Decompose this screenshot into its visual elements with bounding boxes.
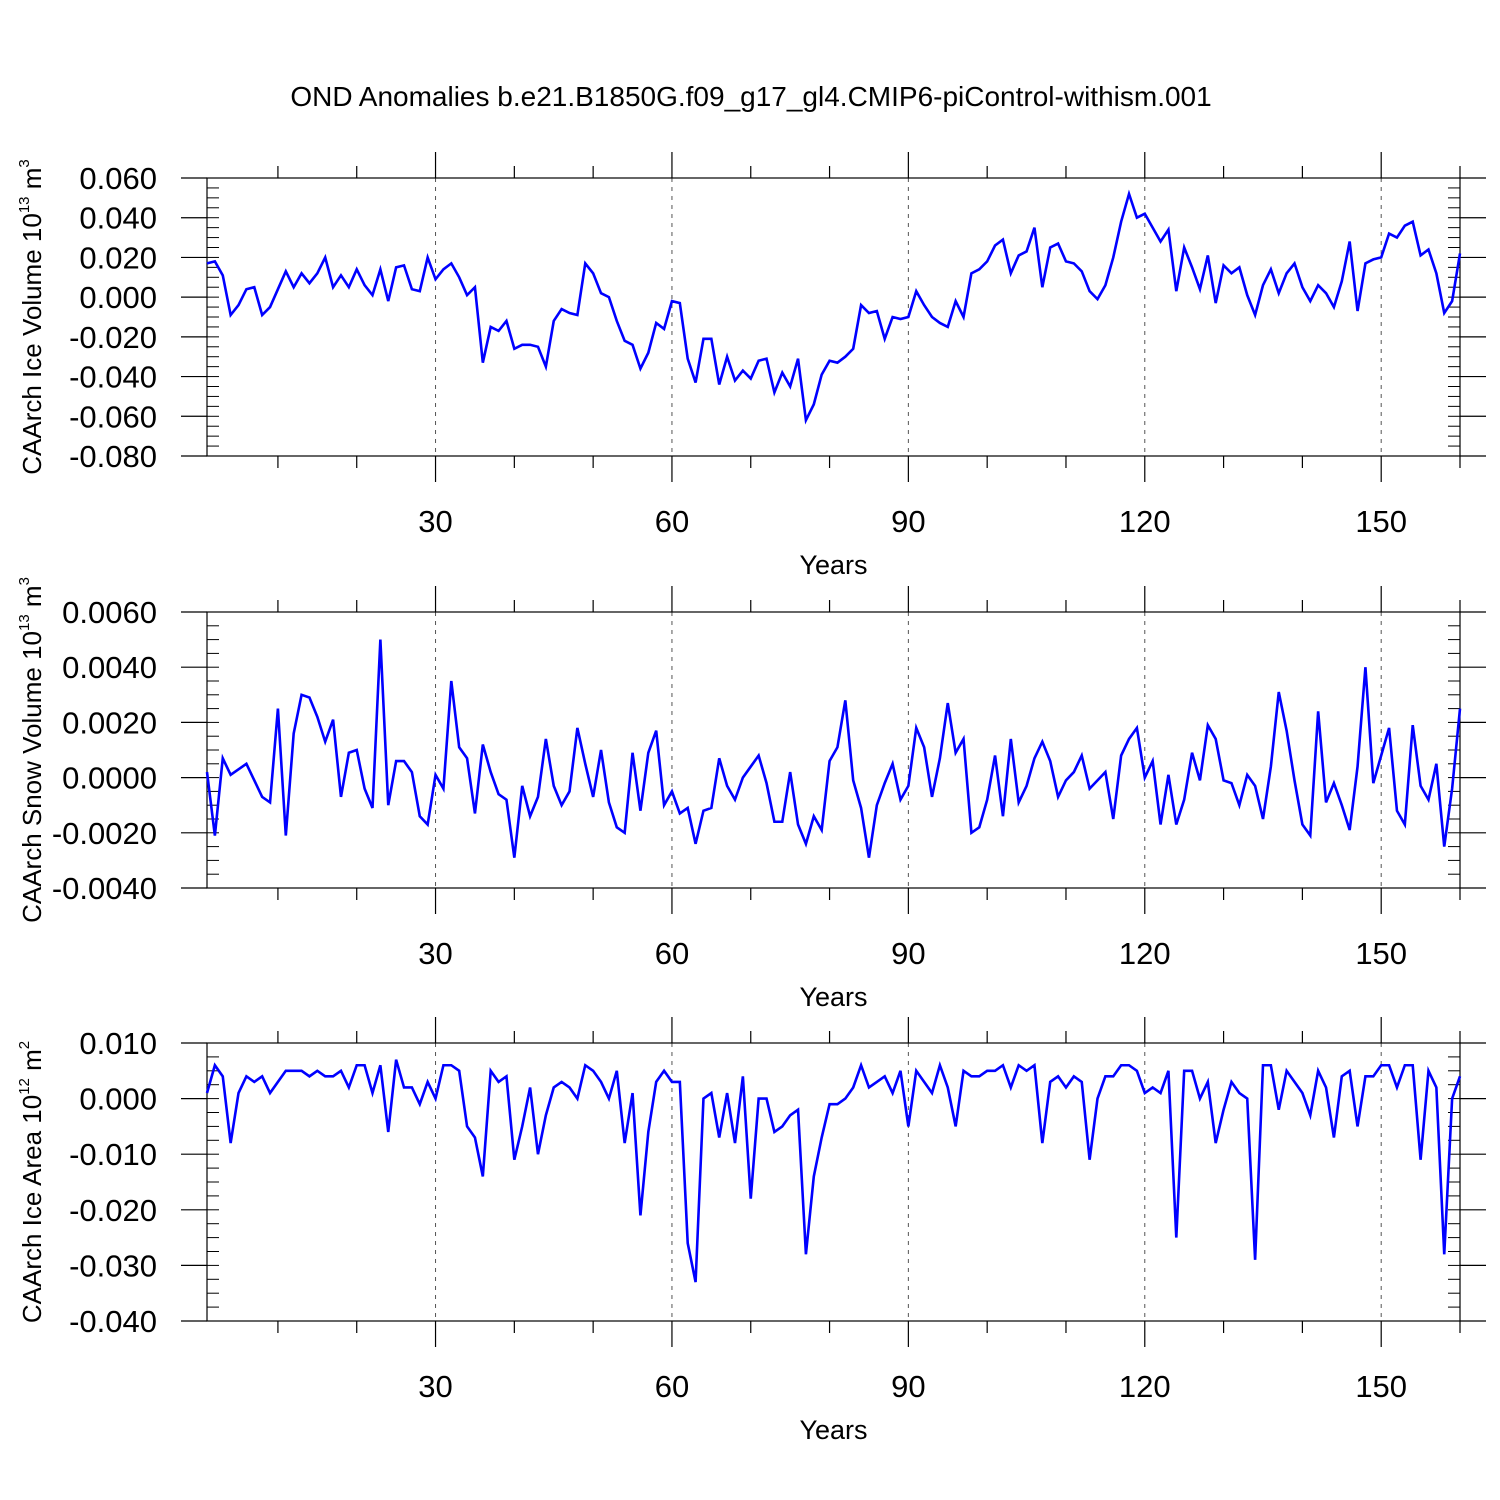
x-tick-label: 120 — [1119, 504, 1171, 539]
y-tick-label: -0.080 — [69, 439, 157, 474]
y-label-exponent: 13 — [16, 614, 33, 631]
chart-panel-3: 0.010 0.000 -0.010 -0.020 -0.030 -0.040 30 60 90… — [16, 1017, 1486, 1445]
y-tick-label: -0.0020 — [52, 816, 157, 851]
y-tick-label: -0.040 — [69, 360, 157, 395]
y-label-text: CAArch Ice Volume 10 — [17, 213, 47, 475]
plot-frame — [206, 1042, 1461, 1322]
y-label-unit: m — [17, 1049, 47, 1078]
chart-panels: 0.060 0.040 0.020 0.000 -0.020 -0.040 -0.060 -0… — [16, 152, 1486, 1445]
y-label-unit-exponent: 2 — [16, 1041, 33, 1049]
y-tick-label: 0.000 — [79, 280, 157, 315]
y-label-unit: m — [17, 585, 47, 614]
x-axis-label: Years — [799, 1415, 867, 1445]
y-tick-label: 0.010 — [79, 1026, 157, 1061]
x-tick-label: 150 — [1355, 936, 1407, 971]
y-axis-label: CAArch Snow Volume 1013 m3 — [16, 577, 47, 923]
y-tick-label: 0.060 — [79, 161, 157, 196]
x-tick-label: 120 — [1119, 1369, 1171, 1404]
y-axis-label: CAArch Ice Area 1012 m2 — [16, 1041, 47, 1323]
data-series-line — [206, 189, 1462, 425]
y-tick-label: -0.030 — [69, 1248, 157, 1283]
y-label-text: CAArch Snow Volume 10 — [17, 631, 47, 923]
y-label-exponent: 12 — [16, 1078, 33, 1095]
x-tick-label: 150 — [1355, 504, 1407, 539]
y-tick-label: 0.000 — [79, 1082, 157, 1117]
y-label-unit-exponent: 3 — [16, 159, 33, 167]
y-tick-label: 0.0000 — [62, 761, 157, 796]
x-tick-label: 60 — [655, 936, 689, 971]
y-axis-label: CAArch Ice Volume 1013 m3 — [16, 159, 47, 475]
x-tick-label: 60 — [655, 1369, 689, 1404]
y-tick-label: -0.0040 — [52, 871, 157, 906]
x-tick-label: 120 — [1119, 936, 1171, 971]
y-label-text: CAArch Ice Area 10 — [17, 1095, 47, 1323]
y-label-unit-exponent: 3 — [16, 577, 33, 585]
x-axis-label: Years — [799, 550, 867, 580]
x-tick-label: 150 — [1355, 1369, 1407, 1404]
data-series-line — [205, 639, 1462, 858]
data-series-line — [205, 1059, 1462, 1283]
y-tick-label: 0.0060 — [62, 595, 157, 630]
x-tick-label: 30 — [418, 504, 452, 539]
x-tick-label: 30 — [418, 1369, 452, 1404]
y-tick-label: 0.0040 — [62, 650, 157, 685]
y-label-exponent: 13 — [16, 196, 33, 213]
chart-panel-2: 0.0060 0.0040 0.0020 0.0000 -0.0020 -0.0040 30… — [16, 577, 1486, 1012]
chart-panel-1: 0.060 0.040 0.020 0.000 -0.020 -0.040 -0.060 -0… — [16, 152, 1486, 580]
x-tick-label: 90 — [891, 936, 925, 971]
y-tick-label: 0.0020 — [62, 705, 157, 740]
figure-title: OND Anomalies b.e21.B1850G.f09_g17_gl4.C… — [290, 81, 1211, 112]
y-tick-label: -0.010 — [69, 1137, 157, 1172]
x-tick-label: 90 — [891, 504, 925, 539]
x-tick-label: 60 — [655, 504, 689, 539]
x-tick-label: 90 — [891, 1369, 925, 1404]
y-tick-label: -0.020 — [69, 1193, 157, 1228]
y-label-unit: m — [17, 168, 47, 197]
x-axis-label: Years — [799, 982, 867, 1012]
y-tick-label: -0.060 — [69, 399, 157, 434]
y-tick-label: 0.020 — [79, 240, 157, 275]
x-tick-label: 30 — [418, 936, 452, 971]
y-tick-label: -0.020 — [69, 320, 157, 355]
y-tick-label: -0.040 — [69, 1304, 157, 1339]
y-tick-label: 0.040 — [79, 201, 157, 236]
plot-frame — [206, 177, 1461, 457]
